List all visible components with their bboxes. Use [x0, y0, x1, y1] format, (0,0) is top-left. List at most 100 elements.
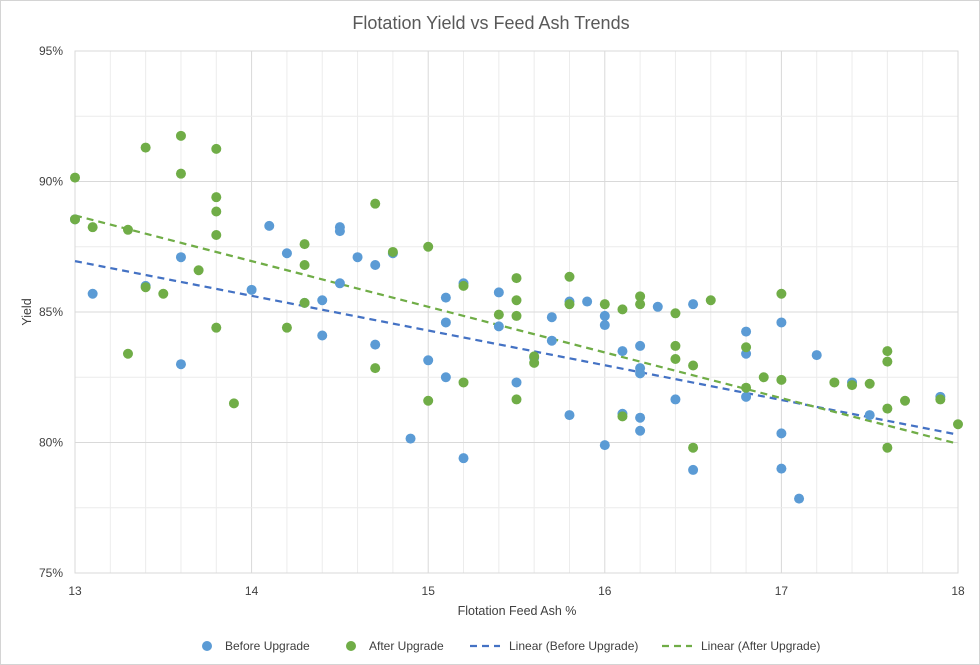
- point-after-upgrade: [493, 309, 504, 320]
- y-tick-label: 90%: [39, 175, 63, 189]
- legend-marker-after-upgrade: [346, 641, 356, 651]
- point-after-upgrade: [175, 130, 186, 141]
- point-before-upgrade: [317, 295, 328, 306]
- legend-label-after-upgrade: After Upgrade: [369, 639, 444, 653]
- point-after-upgrade: [617, 304, 628, 315]
- point-before-upgrade: [352, 252, 363, 263]
- point-after-upgrade: [511, 310, 522, 321]
- point-before-upgrade: [582, 296, 593, 307]
- point-after-upgrade: [370, 363, 381, 374]
- point-before-upgrade: [370, 260, 381, 271]
- point-after-upgrade: [776, 288, 787, 299]
- point-before-upgrade: [264, 220, 275, 231]
- point-before-upgrade: [599, 440, 610, 451]
- point-before-upgrade: [776, 463, 787, 474]
- point-after-upgrade: [864, 378, 875, 389]
- x-tick-label: 14: [245, 584, 259, 598]
- x-tick-label: 16: [598, 584, 612, 598]
- point-after-upgrade: [741, 342, 752, 353]
- point-after-upgrade: [299, 239, 310, 250]
- point-after-upgrade: [158, 288, 169, 299]
- point-before-upgrade: [652, 301, 663, 312]
- point-after-upgrade: [564, 299, 575, 310]
- point-before-upgrade: [635, 425, 646, 436]
- point-before-upgrade: [175, 359, 186, 370]
- point-after-upgrade: [599, 299, 610, 310]
- point-after-upgrade: [511, 295, 522, 306]
- point-before-upgrade: [246, 284, 257, 295]
- point-after-upgrade: [847, 380, 858, 391]
- point-after-upgrade: [564, 271, 575, 282]
- y-tick-label: 85%: [39, 305, 63, 319]
- point-before-upgrade: [370, 339, 381, 350]
- point-before-upgrade: [440, 372, 451, 383]
- point-after-upgrade: [688, 442, 699, 453]
- point-before-upgrade: [87, 288, 98, 299]
- legend: Before Upgrade After Upgrade Linear (Befor…: [202, 639, 820, 653]
- point-after-upgrade: [511, 394, 522, 405]
- point-before-upgrade: [440, 292, 451, 303]
- point-after-upgrade: [211, 143, 222, 154]
- point-after-upgrade: [211, 322, 222, 333]
- point-before-upgrade: [776, 317, 787, 328]
- legend-label-linear-after-upgrade: Linear (After Upgrade): [701, 639, 820, 653]
- point-before-upgrade: [546, 312, 557, 323]
- point-after-upgrade: [882, 346, 893, 357]
- point-before-upgrade: [458, 453, 469, 464]
- x-axis-label: Flotation Feed Ash %: [458, 604, 577, 618]
- point-after-upgrade: [935, 394, 946, 405]
- y-tick-label: 95%: [39, 44, 63, 58]
- point-after-upgrade: [211, 192, 222, 203]
- point-before-upgrade: [688, 464, 699, 475]
- point-before-upgrade: [281, 248, 292, 259]
- point-before-upgrade: [493, 321, 504, 332]
- legend-label-before-upgrade: Before Upgrade: [225, 639, 310, 653]
- point-after-upgrade: [387, 246, 398, 257]
- point-after-upgrade: [423, 395, 434, 406]
- point-after-upgrade: [635, 299, 646, 310]
- point-after-upgrade: [193, 265, 204, 276]
- point-before-upgrade: [493, 287, 504, 298]
- point-after-upgrade: [741, 382, 752, 393]
- point-after-upgrade: [228, 398, 239, 409]
- point-after-upgrade: [705, 295, 716, 306]
- point-before-upgrade: [811, 350, 822, 361]
- plot-area: [74, 50, 959, 574]
- point-after-upgrade: [829, 377, 840, 388]
- point-after-upgrade: [175, 168, 186, 179]
- point-after-upgrade: [529, 357, 540, 368]
- point-before-upgrade: [741, 391, 752, 402]
- point-after-upgrade: [882, 356, 893, 367]
- trendline-linear-before-upgrade: [74, 260, 959, 436]
- y-tick-label: 75%: [39, 566, 63, 580]
- point-after-upgrade: [670, 340, 681, 351]
- point-after-upgrade: [900, 395, 911, 406]
- point-after-upgrade: [776, 374, 787, 385]
- point-after-upgrade: [299, 297, 310, 308]
- point-before-upgrade: [688, 299, 699, 310]
- point-after-upgrade: [70, 172, 80, 183]
- point-after-upgrade: [370, 198, 381, 209]
- point-before-upgrade: [599, 310, 610, 321]
- point-before-upgrade: [635, 368, 646, 379]
- point-after-upgrade: [281, 322, 292, 333]
- point-after-upgrade: [670, 353, 681, 364]
- y-axis-label: Yield: [20, 298, 34, 325]
- point-after-upgrade: [458, 280, 469, 291]
- point-after-upgrade: [511, 273, 522, 284]
- point-before-upgrade: [617, 346, 628, 357]
- trendline-linear-after-upgrade: [74, 214, 959, 445]
- trendlines: [74, 214, 959, 445]
- x-tick-label: 15: [422, 584, 436, 598]
- legend-label-linear-before-upgrade: Linear (Before Upgrade): [509, 639, 638, 653]
- point-after-upgrade: [617, 411, 628, 422]
- point-after-upgrade: [87, 222, 98, 233]
- point-before-upgrade: [670, 394, 681, 405]
- legend-marker-before-upgrade: [202, 641, 212, 651]
- point-before-upgrade: [741, 326, 752, 337]
- point-before-upgrade: [317, 330, 328, 341]
- point-before-upgrade: [794, 493, 805, 504]
- point-after-upgrade: [211, 230, 222, 241]
